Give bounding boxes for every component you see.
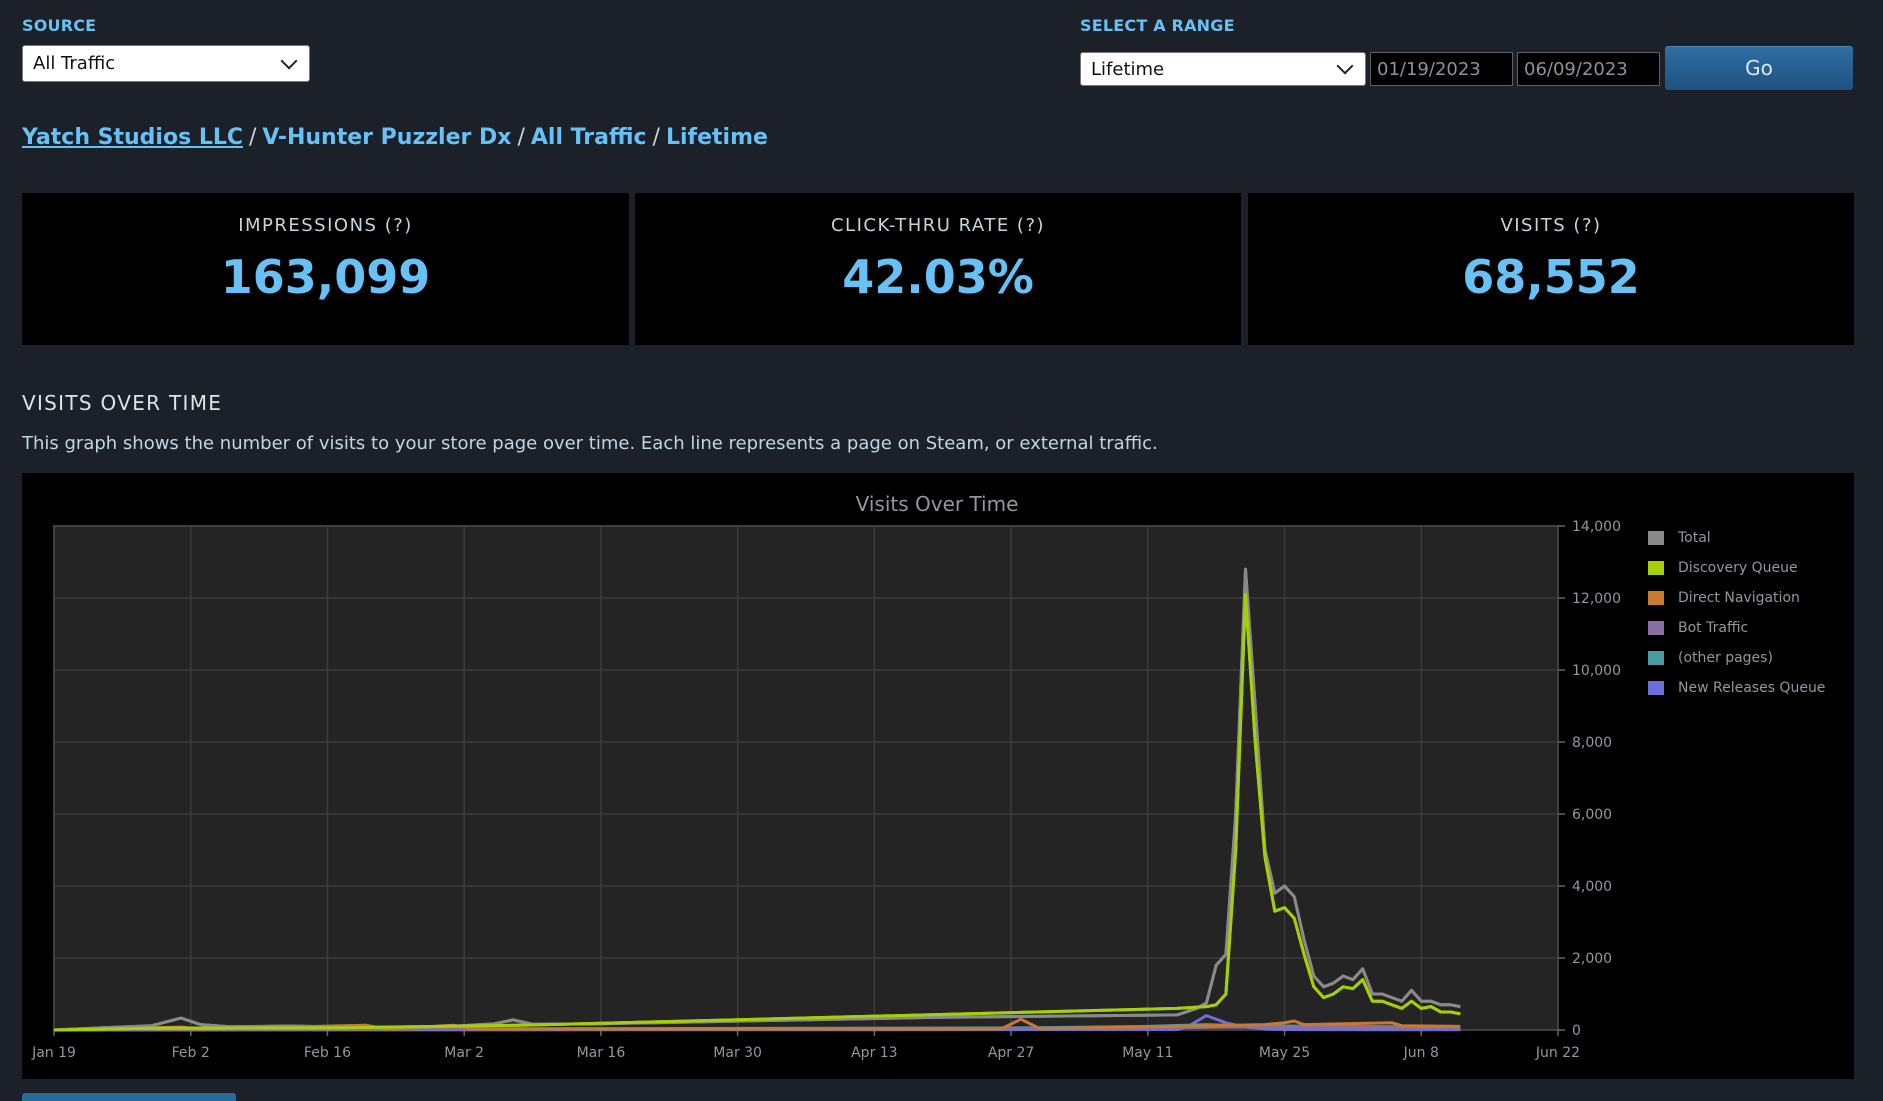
y-tick-label: 4,000 <box>1572 879 1612 895</box>
x-tick-label: Apr 27 <box>988 1045 1034 1061</box>
source-select[interactable]: All Traffic <box>22 45 310 82</box>
legend-label: Direct Navigation <box>1678 590 1800 606</box>
impressions-value: 163,099 <box>220 250 431 304</box>
chevron-down-icon <box>280 52 298 69</box>
x-axis: Jan 19 Feb 2 Feb 16 Mar 2 Mar 16 Mar 30 Apr 13… <box>31 1030 1580 1061</box>
legend-swatch <box>1648 531 1664 545</box>
ctr-card: CLICK-THRU RATE (?) 42.03% <box>635 193 1241 345</box>
source-label: SOURCE <box>22 16 97 35</box>
series-line-bot-traffic <box>53 1025 1461 1032</box>
chevron-down-icon <box>1336 57 1354 75</box>
visits-card: VISITS (?) 68,552 <box>1248 193 1854 345</box>
y-axis: 0 2,000 4,000 6,000 8,000 10,000 12,000 14,000 <box>1558 519 1621 1039</box>
export-button[interactable] <box>22 1093 236 1101</box>
plot-area <box>53 525 1559 1031</box>
range-select-value: Lifetime <box>1091 58 1165 80</box>
go-button[interactable]: Go <box>1665 46 1853 90</box>
ctr-value: 42.03% <box>842 250 1034 304</box>
legend-swatch <box>1648 681 1664 695</box>
legend-item[interactable]: Bot Traffic <box>1648 613 1825 643</box>
start-date-input[interactable]: 01/19/2023 <box>1370 52 1513 86</box>
range-select[interactable]: Lifetime <box>1080 52 1366 86</box>
series-lines <box>53 567 1461 1032</box>
legend-swatch <box>1648 651 1664 665</box>
section-description: This graph shows the number of visits to… <box>22 433 1158 454</box>
legend-swatch <box>1648 621 1664 635</box>
ctr-title[interactable]: CLICK-THRU RATE (?) <box>830 215 1046 236</box>
y-tick-label: 0 <box>1572 1023 1581 1039</box>
section-title: VISITS OVER TIME <box>22 391 223 415</box>
chart-legend: Total Discovery Queue Direct Navigation Bot… <box>1648 523 1825 703</box>
legend-item[interactable]: Total <box>1648 523 1825 553</box>
series-line-discovery-queue <box>53 592 1461 1032</box>
chart-container: Visits Over Time Jan 19 Feb 2 Feb 16 Mar 2 M… <box>22 473 1854 1079</box>
legend-swatch <box>1648 561 1664 575</box>
x-tick-label: May 11 <box>1122 1045 1173 1061</box>
legend-label: New Releases Queue <box>1678 680 1826 696</box>
legend-item[interactable]: New Releases Queue <box>1648 673 1825 703</box>
legend-item[interactable]: Direct Navigation <box>1648 583 1825 613</box>
visits-value: 68,552 <box>1462 250 1640 304</box>
source-select-value: All Traffic <box>33 53 116 74</box>
breadcrumb-separator: / <box>517 125 525 150</box>
legend-label: Total <box>1678 530 1711 546</box>
y-tick-label: 14,000 <box>1572 519 1621 535</box>
breadcrumb-separator: / <box>249 125 257 150</box>
breadcrumb-game-link[interactable]: V-Hunter Puzzler Dx <box>262 125 512 150</box>
breadcrumb-studio-link[interactable]: Yatch Studios LLC <box>22 125 243 150</box>
breadcrumb-period-link[interactable]: Lifetime <box>665 125 768 150</box>
visits-title[interactable]: VISITS (?) <box>1500 215 1602 236</box>
x-tick-label: Mar 16 <box>577 1045 626 1061</box>
impressions-card: IMPRESSIONS (?) 163,099 <box>22 193 629 345</box>
legend-label: (other pages) <box>1678 650 1773 666</box>
legend-item[interactable]: Discovery Queue <box>1648 553 1825 583</box>
x-tick-label: May 25 <box>1259 1045 1310 1061</box>
breadcrumb-separator: / <box>652 125 660 150</box>
chart-title: Visits Over Time <box>856 492 1019 516</box>
x-tick-label: Jan 19 <box>31 1045 76 1061</box>
x-tick-label: Mar 30 <box>713 1045 762 1061</box>
end-date-input[interactable]: 06/09/2023 <box>1517 52 1660 86</box>
y-tick-label: 12,000 <box>1572 591 1621 607</box>
y-tick-label: 2,000 <box>1572 951 1612 967</box>
legend-swatch <box>1648 591 1664 605</box>
x-tick-label: Mar 2 <box>444 1045 484 1061</box>
breadcrumb: Yatch Studios LLC / V-Hunter Puzzler Dx / Al… <box>22 125 768 150</box>
x-tick-label: Feb 2 <box>172 1045 210 1061</box>
impressions-title[interactable]: IMPRESSIONS (?) <box>238 215 413 236</box>
range-label: SELECT A RANGE <box>1080 16 1235 35</box>
x-tick-label: Jun 22 <box>1535 1045 1580 1061</box>
legend-label: Bot Traffic <box>1678 620 1749 636</box>
legend-label: Discovery Queue <box>1678 560 1798 576</box>
legend-item[interactable]: (other pages) <box>1648 643 1825 673</box>
x-tick-label: Apr 13 <box>851 1045 897 1061</box>
visits-chart: Visits Over Time Jan 19 Feb 2 Feb 16 Mar 2 M… <box>31 492 1621 1061</box>
y-tick-label: 6,000 <box>1572 807 1612 823</box>
y-tick-label: 8,000 <box>1572 735 1612 751</box>
y-tick-label: 10,000 <box>1572 663 1621 679</box>
breadcrumb-traffic-link[interactable]: All Traffic <box>530 125 647 150</box>
x-tick-label: Feb 16 <box>304 1045 351 1061</box>
x-tick-label: Jun 8 <box>1403 1045 1439 1061</box>
